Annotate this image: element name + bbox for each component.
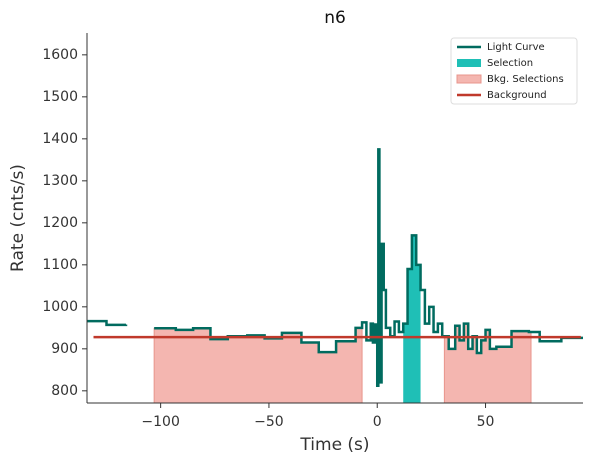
legend-box (450, 37, 578, 105)
x-axis-label: Time (s) (299, 435, 369, 455)
x-tick-label: 0 (373, 414, 382, 430)
y-tick-label: 1100 (42, 257, 78, 273)
y-tick-label: 1200 (42, 215, 78, 231)
legend-label: Background (487, 90, 547, 101)
legend-label: Selection (487, 58, 533, 69)
y-tick-label: 1300 (42, 173, 78, 189)
y-axis-label: Rate (cnts/s) (8, 164, 28, 272)
legend-label: Bkg. Selections (487, 74, 564, 85)
y-tick-label: 1000 (42, 299, 78, 315)
legend-swatch (457, 59, 481, 67)
y-tick-label: 1600 (42, 47, 78, 63)
y-tick-label: 1500 (42, 89, 78, 105)
legend-swatch (456, 74, 482, 84)
chart-title: n6 (324, 8, 346, 28)
y-tick-label: 900 (51, 341, 78, 357)
span-fill (138, 327, 363, 404)
legend-label: Light Curve (487, 42, 545, 53)
legend: Light Curve Selection Bkg. Selections Backg… (450, 37, 578, 105)
light-curve (87, 148, 583, 388)
y-tick-label: 1400 (42, 131, 78, 147)
y-tick-label: 800 (51, 383, 78, 399)
x-tick-label: 50 (477, 414, 495, 430)
x-tick-label: −50 (254, 414, 284, 430)
x-tick-label: −100 (141, 414, 179, 430)
span-fill (443, 323, 532, 404)
